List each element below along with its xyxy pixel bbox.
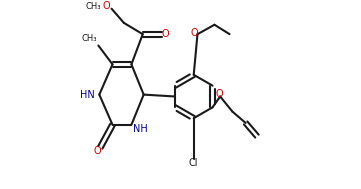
- Text: O: O: [190, 28, 198, 38]
- Text: O: O: [162, 29, 169, 39]
- Text: CH₃: CH₃: [81, 34, 97, 43]
- Text: CH₃: CH₃: [86, 2, 101, 11]
- Text: NH: NH: [133, 124, 148, 134]
- Text: Cl: Cl: [189, 158, 199, 168]
- Text: O: O: [216, 89, 223, 99]
- Text: HN: HN: [80, 90, 95, 100]
- Text: O: O: [93, 146, 101, 156]
- Text: O: O: [102, 2, 110, 11]
